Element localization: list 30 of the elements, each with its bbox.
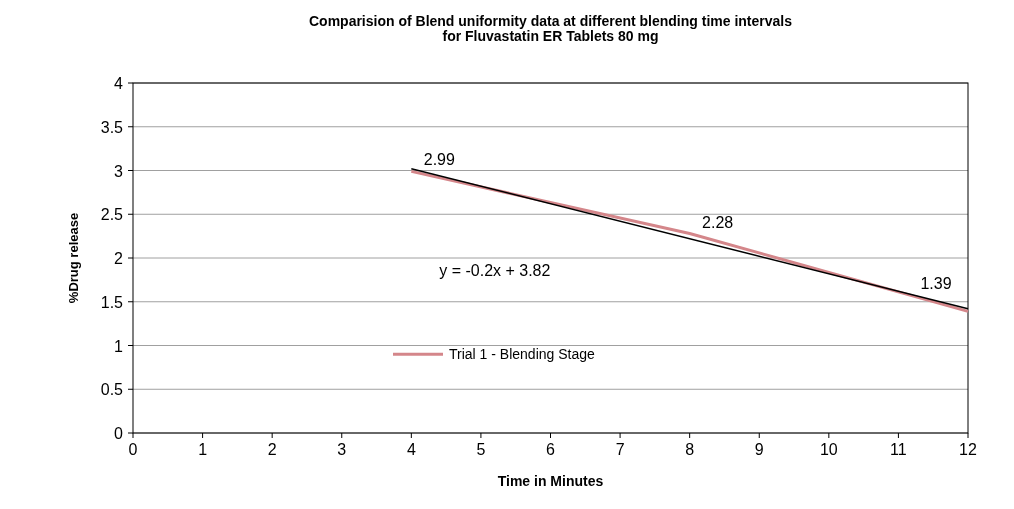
legend-label: Trial 1 - Blending Stage xyxy=(449,346,595,363)
data-label: 2.99 xyxy=(423,151,456,169)
y-tick-label: 1.5 xyxy=(100,293,124,311)
y-axis-title: %Drug release xyxy=(66,212,81,304)
x-tick-label: 2 xyxy=(267,441,277,458)
x-tick-label: 4 xyxy=(406,441,416,458)
x-tick-label: 10 xyxy=(819,441,838,458)
x-axis-title: Time in Minutes xyxy=(497,473,604,489)
y-tick-label: 2 xyxy=(114,250,124,267)
x-tick-label: 6 xyxy=(546,441,556,458)
y-tick-label: 1 xyxy=(114,337,124,355)
y-tick-label: 0 xyxy=(114,425,124,442)
y-tick-label: 3.5 xyxy=(100,118,124,136)
data-label: 2.28 xyxy=(702,213,734,231)
data-label: 1.39 xyxy=(920,275,952,293)
x-tick-label: 9 xyxy=(754,441,764,458)
annotation: y = -0.2x + 3.82 xyxy=(439,261,551,279)
x-tick-label: 7 xyxy=(615,441,625,458)
x-tick-label: 1 xyxy=(198,441,208,458)
chart-title: Comparision of Blend uniformity data at different blending time intervals for Fluvastatin ER Tablets 80 mg xyxy=(308,13,793,44)
y-tick-label: 2.5 xyxy=(100,206,124,224)
x-tick-label: 0 xyxy=(128,441,138,458)
y-tick-label: 3 xyxy=(114,162,124,180)
y-tick-label: 0.5 xyxy=(100,381,124,399)
x-tick-label: 12 xyxy=(959,441,977,458)
x-tick-label: 3 xyxy=(337,441,347,458)
x-tick-label: 8 xyxy=(685,441,695,458)
x-tick-label: 11 xyxy=(890,441,907,458)
x-tick-label: 5 xyxy=(476,441,486,458)
y-tick-label: 4 xyxy=(114,75,124,92)
